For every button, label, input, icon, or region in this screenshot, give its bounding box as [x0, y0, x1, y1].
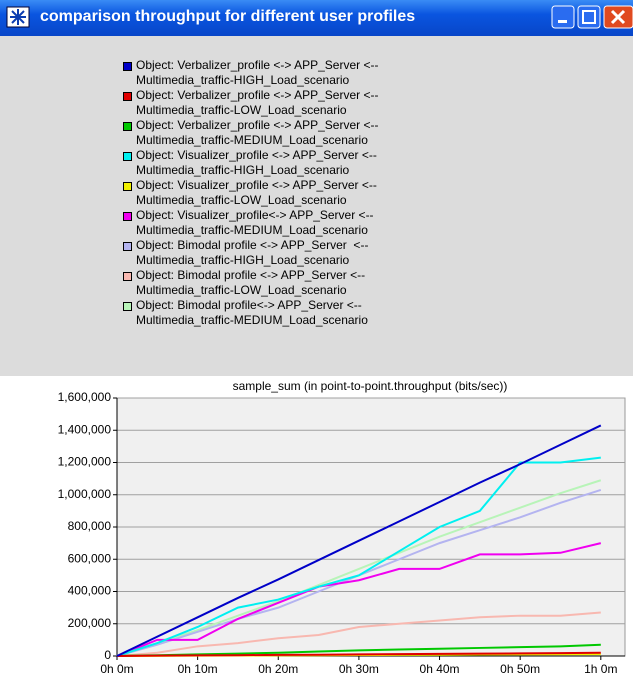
- legend-label: Object: Visualizer_profile <-> APP_Serve…: [136, 178, 377, 207]
- series-line: [116, 611, 601, 657]
- legend-swatch: [123, 182, 132, 191]
- y-tick-label: 600,000: [68, 551, 112, 565]
- y-tick-label: 1,400,000: [58, 422, 112, 436]
- legend-swatch: [123, 302, 132, 311]
- title-icons: [6, 5, 633, 29]
- y-tick-label: 800,000: [68, 519, 112, 533]
- y-tick-label: 400,000: [68, 584, 112, 598]
- legend-label: Object: Visualizer_profile <-> APP_Serve…: [136, 148, 377, 177]
- close-glyph: [610, 9, 626, 25]
- legend-label: Object: Bimodal profile<-> APP_Server <-…: [136, 298, 368, 327]
- legend: Object: Verbalizer_profile <-> APP_Serve…: [0, 36, 633, 376]
- y-tick-label: 1,600,000: [58, 390, 112, 404]
- legend-swatch: [123, 242, 132, 251]
- legend-label: Object: Verbalizer_profile <-> APP_Serve…: [136, 118, 379, 147]
- legend-swatch: [123, 152, 132, 161]
- x-tick-label: 0h 10m: [178, 662, 218, 676]
- maximize-glyph: [582, 10, 596, 24]
- legend-label: Object: Bimodal profile <-> APP_Server <…: [136, 268, 366, 297]
- app-icon-star: [10, 9, 26, 25]
- minimize-button[interactable]: [551, 5, 575, 29]
- x-tick-label: 0h 40m: [420, 662, 460, 676]
- series-line: [116, 542, 602, 657]
- x-tick-label: 1h 0m: [584, 662, 617, 676]
- legend-swatch: [123, 62, 132, 71]
- x-tick-label: 0h 50m: [500, 662, 540, 676]
- y-tick-label: 1,200,000: [58, 455, 112, 469]
- y-tick-label: 0: [104, 648, 111, 662]
- x-tick-label: 0h 0m: [100, 662, 133, 676]
- series-line: [116, 651, 601, 657]
- legend-label: Object: Visualizer_profile<-> APP_Server…: [136, 208, 374, 237]
- y-tick-label: 1,000,000: [58, 487, 112, 501]
- legend-swatch: [123, 122, 132, 131]
- chart-title: sample_sum (in point-to-point.throughput…: [233, 379, 508, 393]
- legend-swatch: [123, 92, 132, 101]
- legend-label: Object: Verbalizer_profile <-> APP_Serve…: [136, 58, 379, 87]
- minimize-glyph: [558, 20, 567, 23]
- y-tick-label: 200,000: [68, 616, 112, 630]
- x-tick-label: 0h 20m: [258, 662, 298, 676]
- legend-label: Object: Verbalizer_profile <-> APP_Serve…: [136, 88, 379, 117]
- series-line: [116, 456, 601, 657]
- legend-swatch: [123, 212, 132, 221]
- legend-swatch: [123, 272, 132, 281]
- title-bar: comparison throughput for different user…: [0, 0, 633, 36]
- legend-label: Object: Bimodal profile <-> APP_Server <…: [136, 238, 369, 267]
- window-title: comparison throughput for different user…: [40, 8, 416, 25]
- x-tick-label: 0h 30m: [339, 662, 379, 676]
- series-line: [116, 424, 602, 657]
- series-line: [116, 479, 602, 657]
